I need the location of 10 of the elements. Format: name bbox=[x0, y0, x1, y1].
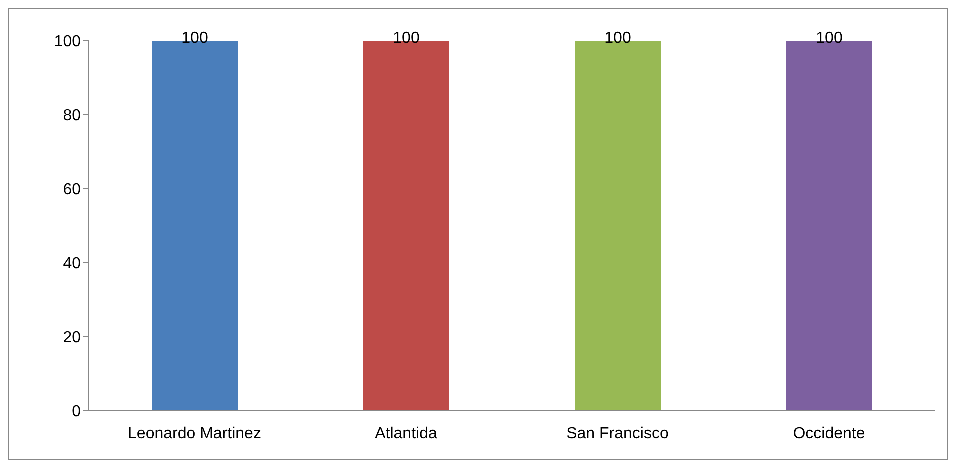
x-tick-label: Atlantida bbox=[375, 425, 438, 442]
y-tick-label: 60 bbox=[63, 182, 82, 199]
x-tick-label: Occidente bbox=[793, 425, 866, 442]
y-tick-label: 0 bbox=[72, 404, 82, 421]
x-tick-label: Leonardo Martinez bbox=[128, 425, 262, 442]
y-tick-label: 100 bbox=[54, 34, 82, 51]
y-tick-label: 40 bbox=[63, 256, 82, 273]
y-tick-label: 20 bbox=[63, 330, 82, 347]
x-tick-label: San Francisco bbox=[566, 425, 669, 442]
y-tick-label: 80 bbox=[63, 108, 82, 125]
